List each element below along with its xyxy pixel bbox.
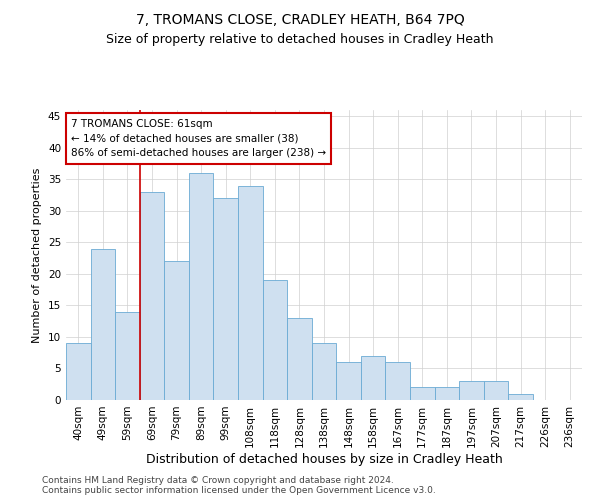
Bar — [238, 186, 263, 400]
Text: Size of property relative to detached houses in Cradley Heath: Size of property relative to detached ho… — [106, 32, 494, 46]
Text: 7 TROMANS CLOSE: 61sqm
← 14% of detached houses are smaller (38)
86% of semi-det: 7 TROMANS CLOSE: 61sqm ← 14% of detached… — [71, 118, 326, 158]
Bar — [459, 381, 484, 400]
Bar — [189, 173, 214, 400]
Bar — [410, 388, 434, 400]
Bar — [484, 381, 508, 400]
Bar — [385, 362, 410, 400]
Bar — [66, 344, 91, 400]
Bar — [361, 356, 385, 400]
Bar — [508, 394, 533, 400]
Bar — [287, 318, 312, 400]
Bar — [115, 312, 140, 400]
Bar — [263, 280, 287, 400]
Bar — [91, 248, 115, 400]
Y-axis label: Number of detached properties: Number of detached properties — [32, 168, 43, 342]
Bar — [312, 344, 336, 400]
Text: 7, TROMANS CLOSE, CRADLEY HEATH, B64 7PQ: 7, TROMANS CLOSE, CRADLEY HEATH, B64 7PQ — [136, 12, 464, 26]
Text: Contains HM Land Registry data © Crown copyright and database right 2024.
Contai: Contains HM Land Registry data © Crown c… — [42, 476, 436, 495]
X-axis label: Distribution of detached houses by size in Cradley Heath: Distribution of detached houses by size … — [146, 452, 502, 466]
Bar — [214, 198, 238, 400]
Bar — [434, 388, 459, 400]
Bar — [336, 362, 361, 400]
Bar — [140, 192, 164, 400]
Bar — [164, 262, 189, 400]
